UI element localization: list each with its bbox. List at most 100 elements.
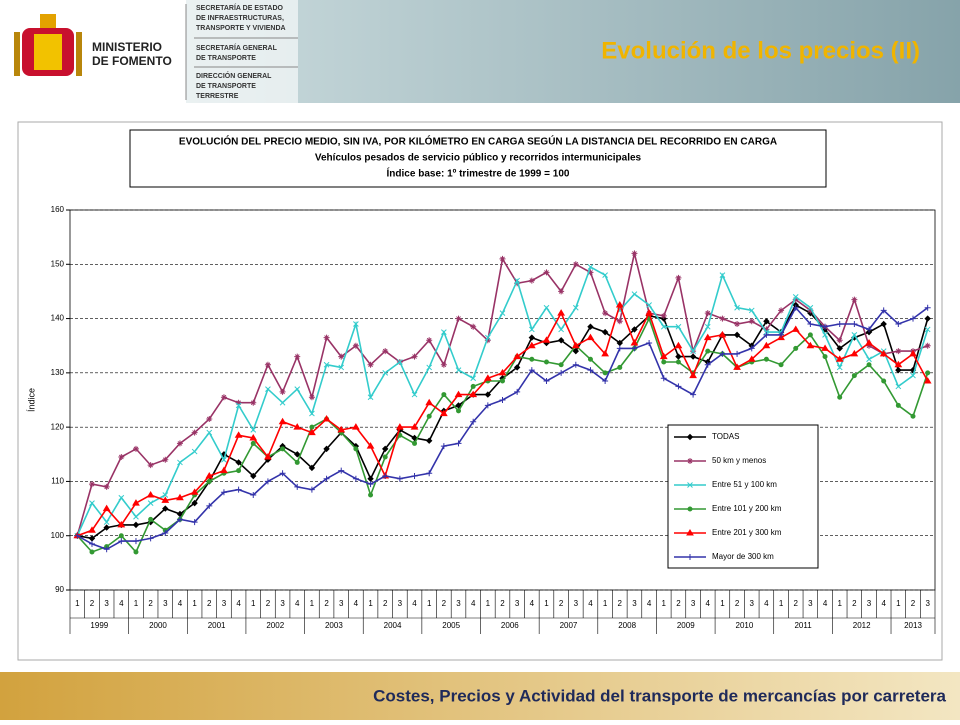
marker <box>176 440 183 447</box>
marker <box>763 356 769 362</box>
marker <box>763 318 770 325</box>
marker <box>308 486 315 493</box>
marker <box>220 489 227 496</box>
year-label: 2005 <box>442 621 460 630</box>
org-text: SECRETARÍA GENERAL <box>196 43 278 52</box>
marker <box>675 323 682 330</box>
marker <box>821 344 829 351</box>
marker <box>675 359 681 365</box>
marker <box>353 446 359 452</box>
marker <box>572 304 579 311</box>
marker <box>687 554 693 560</box>
marker <box>323 475 330 482</box>
marker <box>455 367 462 373</box>
marker <box>587 356 593 362</box>
marker <box>558 288 565 295</box>
marker <box>704 323 711 330</box>
marker <box>234 431 243 438</box>
marker <box>630 339 639 346</box>
x-tick-label: 4 <box>354 599 359 608</box>
x-tick-label: 3 <box>280 599 285 608</box>
x-tick-label: 3 <box>222 599 227 608</box>
marker <box>807 332 813 338</box>
marker <box>191 448 198 455</box>
marker <box>572 361 579 368</box>
marker <box>674 341 683 349</box>
marker <box>308 394 315 401</box>
x-tick-label: 2 <box>559 599 564 608</box>
year-label: 2006 <box>501 621 519 630</box>
marker <box>382 473 389 479</box>
x-tick-label: 2 <box>852 599 857 608</box>
marker <box>689 353 697 360</box>
marker <box>382 370 389 376</box>
y-tick-label: 140 <box>51 314 65 323</box>
x-tick-label: 3 <box>867 599 872 608</box>
marker <box>498 368 507 376</box>
x-tick-label: 1 <box>720 599 725 608</box>
marker <box>470 375 477 382</box>
marker <box>660 312 667 319</box>
x-tick-label: 2 <box>207 599 212 608</box>
marker <box>236 468 242 474</box>
marker <box>514 280 521 287</box>
marker <box>338 364 345 371</box>
x-tick-label: 1 <box>662 599 667 608</box>
marker <box>879 349 888 357</box>
footer-bg <box>0 672 960 720</box>
org-text: DE TRANSPORTE <box>196 83 256 90</box>
x-tick-label: 2 <box>148 599 153 608</box>
marker <box>279 470 286 477</box>
marker <box>132 445 139 452</box>
marker <box>250 399 257 406</box>
marker <box>557 309 566 316</box>
marker <box>162 492 169 498</box>
marker <box>571 341 580 349</box>
marker <box>851 296 858 303</box>
marker <box>587 269 594 276</box>
marker <box>778 362 784 368</box>
marker <box>617 364 623 370</box>
logo-text: MINISTERIO <box>92 40 162 54</box>
marker <box>895 402 901 408</box>
y-tick-label: 90 <box>55 585 64 594</box>
y-tick-label: 110 <box>51 477 64 486</box>
x-tick-label: 2 <box>500 599 505 608</box>
marker <box>822 332 828 338</box>
marker <box>455 315 462 322</box>
marker <box>426 337 433 344</box>
org-bg <box>186 0 298 103</box>
marker <box>118 538 125 545</box>
marker <box>455 440 462 447</box>
logo-text: DE FOMENTO <box>92 54 172 68</box>
marker <box>235 459 242 466</box>
marker <box>396 475 403 482</box>
marker <box>103 524 110 531</box>
marker <box>763 326 770 333</box>
x-tick-label: 3 <box>691 599 696 608</box>
marker <box>514 388 521 395</box>
marker <box>734 350 741 357</box>
marker <box>690 348 696 354</box>
legend-label: Mayor de 300 km <box>712 552 774 561</box>
marker <box>646 302 652 308</box>
org-text: DIRECCIÓN GENERAL <box>196 71 272 80</box>
x-tick-label: 4 <box>647 599 652 608</box>
marker <box>866 326 873 333</box>
marker <box>132 499 140 506</box>
marker <box>514 277 521 284</box>
marker <box>426 364 433 371</box>
marker <box>294 451 301 458</box>
marker <box>792 294 799 300</box>
marker <box>235 399 242 406</box>
marker <box>558 326 564 333</box>
marker <box>440 361 447 368</box>
marker <box>426 413 432 419</box>
marker <box>441 392 447 398</box>
x-tick-label: 1 <box>310 599 315 608</box>
marker <box>689 371 697 379</box>
marker <box>719 350 726 357</box>
x-tick-label: 1 <box>368 599 373 608</box>
x-tick-label: 1 <box>427 599 432 608</box>
marker <box>337 425 346 433</box>
